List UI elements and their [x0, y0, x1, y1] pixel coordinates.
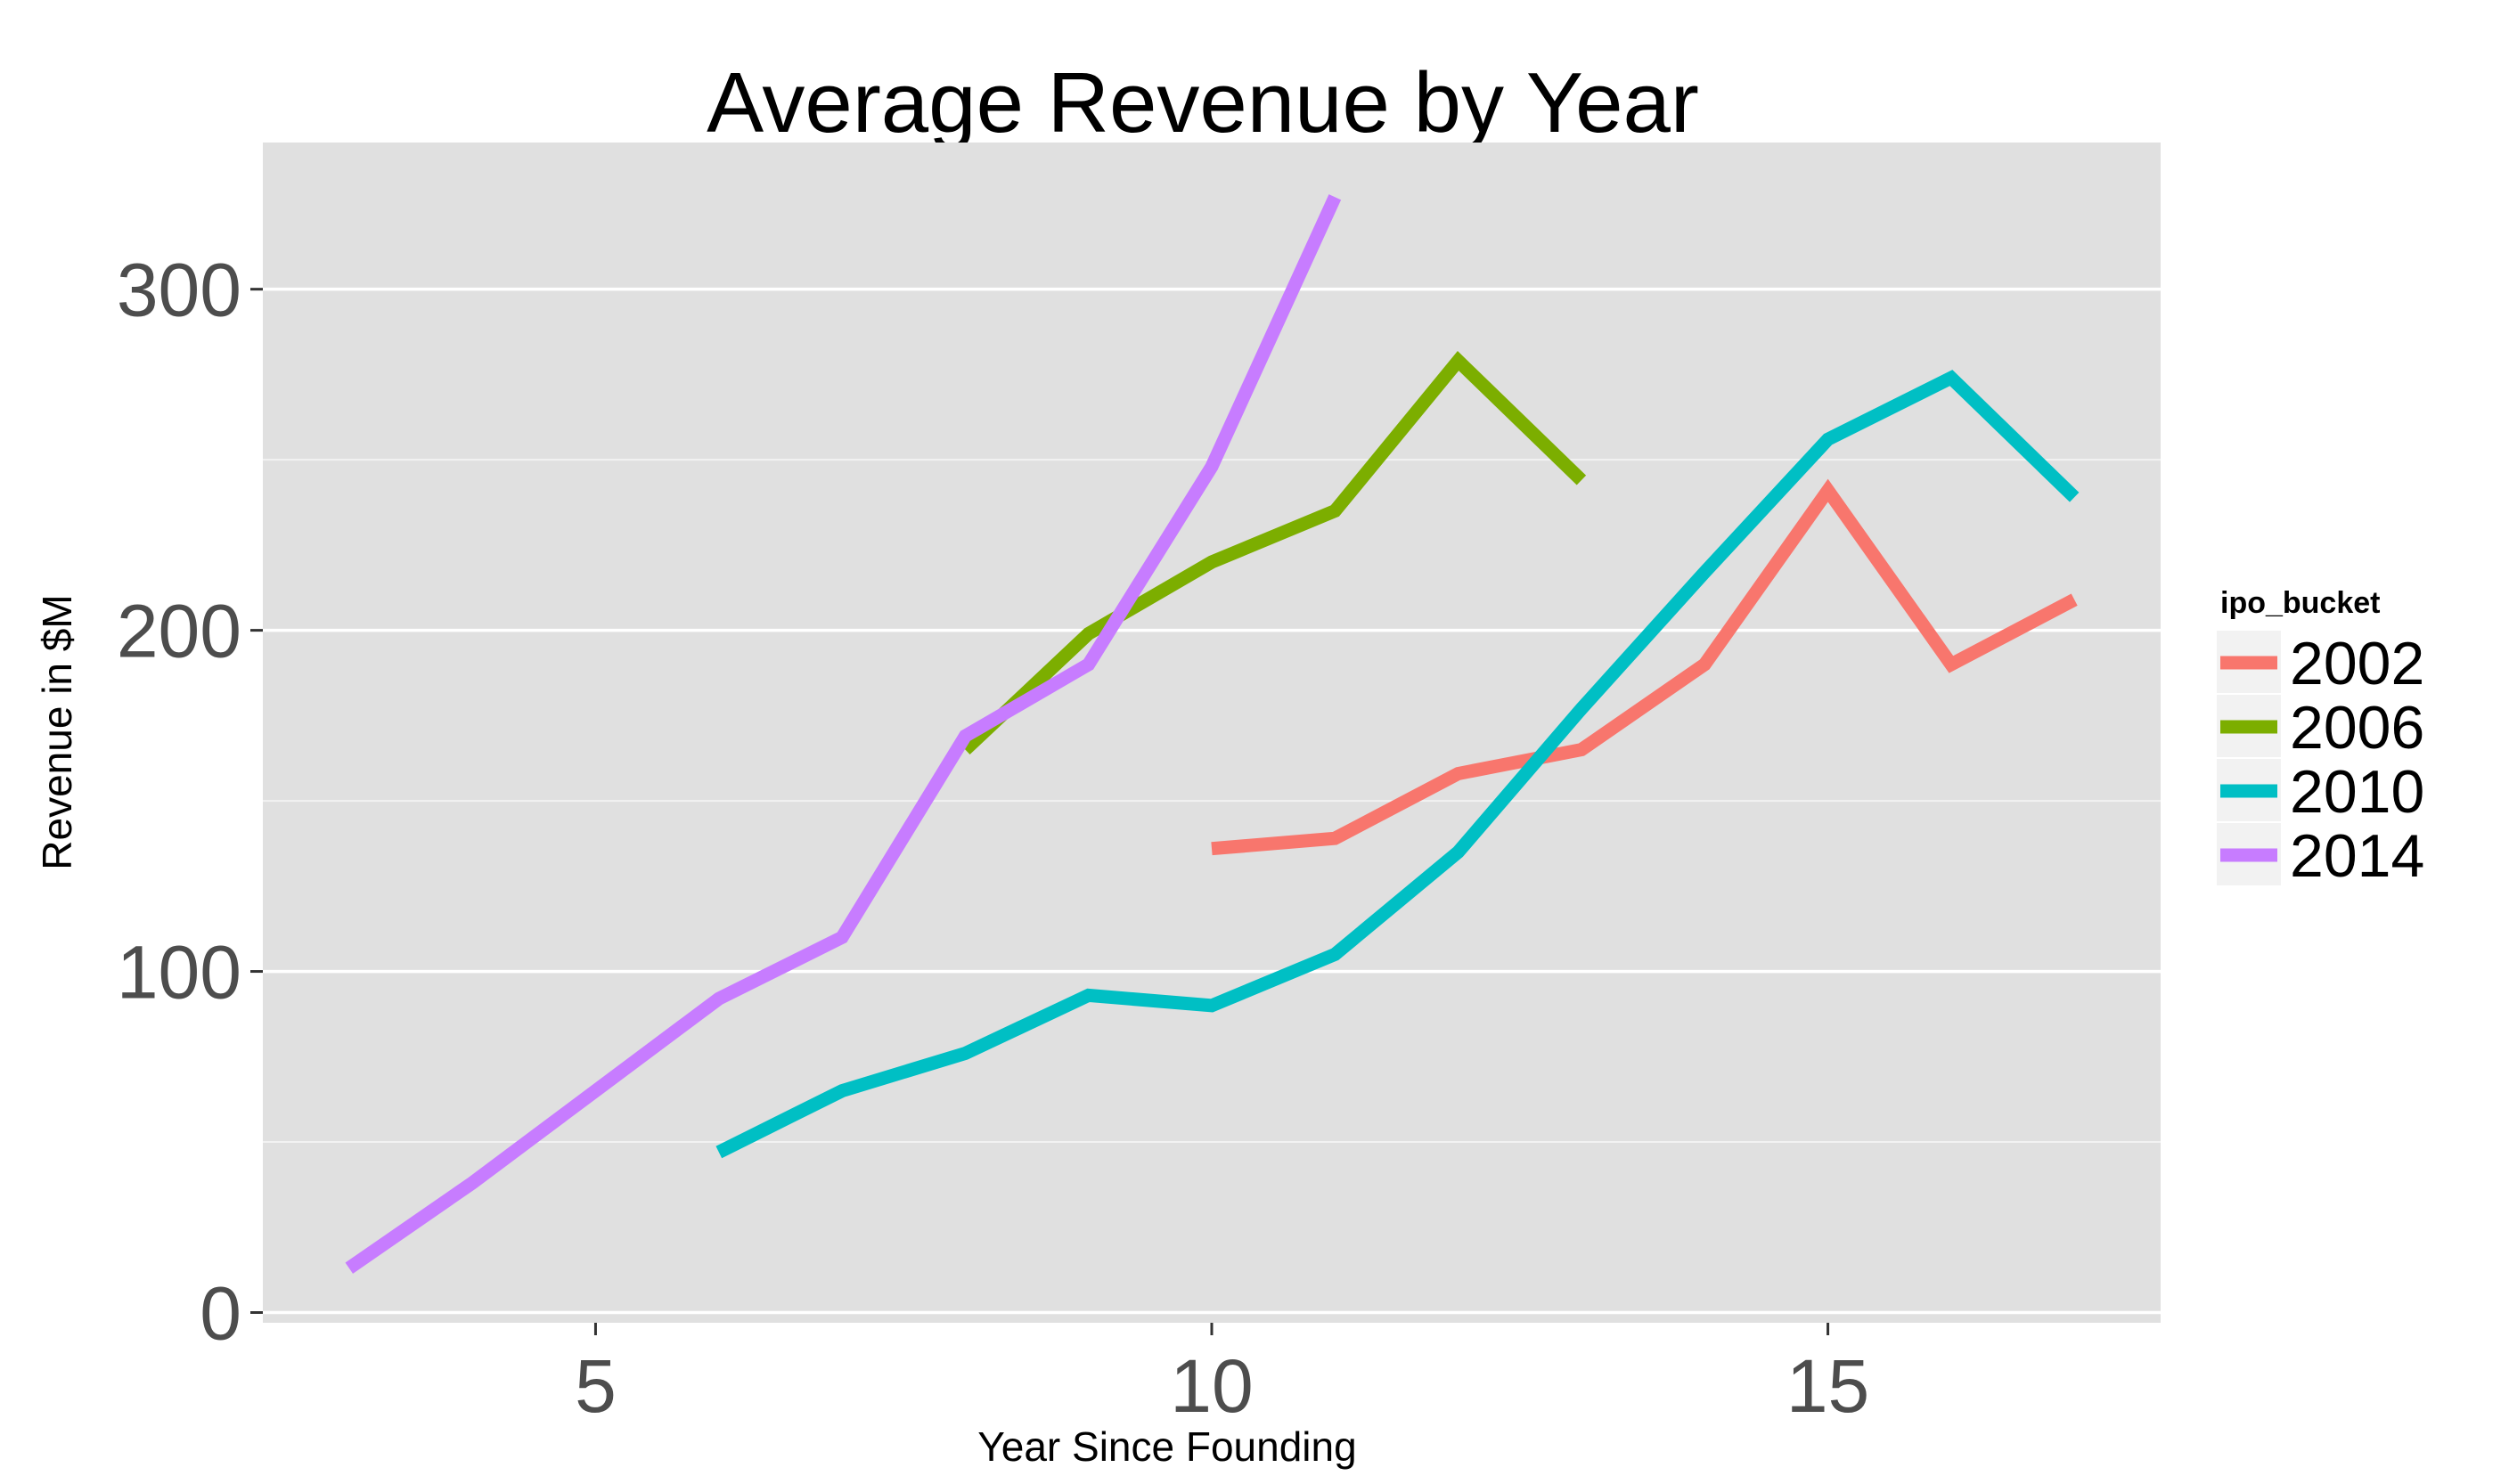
legend-label-2010: 2010 [2290, 758, 2424, 826]
y-tick-label: 0 [200, 1272, 241, 1356]
legend-label-2002: 2002 [2290, 630, 2424, 697]
x-tick-label: 15 [1786, 1344, 1869, 1428]
series-lines [345, 194, 2080, 1274]
series-line-2010 [715, 370, 2080, 1159]
x-tick-label: 5 [575, 1344, 617, 1428]
plot-panel [263, 143, 2161, 1323]
legend-label-2014: 2014 [2290, 822, 2424, 890]
axes: 0 100 200 300 5 10 15 [117, 249, 1869, 1428]
series-line-2002 [1211, 478, 2078, 856]
series-line-2006 [960, 351, 1587, 755]
y-tick-label: 100 [117, 931, 241, 1015]
x-axis-title: Year Since Founding [977, 1423, 1356, 1470]
y-axis-title: Revenue in $M [34, 594, 80, 869]
series-line-2014 [345, 194, 1342, 1274]
chart-title: Average Revenue by Year [707, 55, 1699, 151]
y-tick-label: 200 [117, 590, 241, 673]
legend-title: ipo_bucket [2220, 586, 2380, 620]
legend-label-2006: 2006 [2290, 694, 2424, 762]
gridlines [263, 287, 2161, 1315]
y-tick-label: 300 [117, 249, 241, 332]
x-tick-label: 10 [1170, 1344, 1253, 1428]
